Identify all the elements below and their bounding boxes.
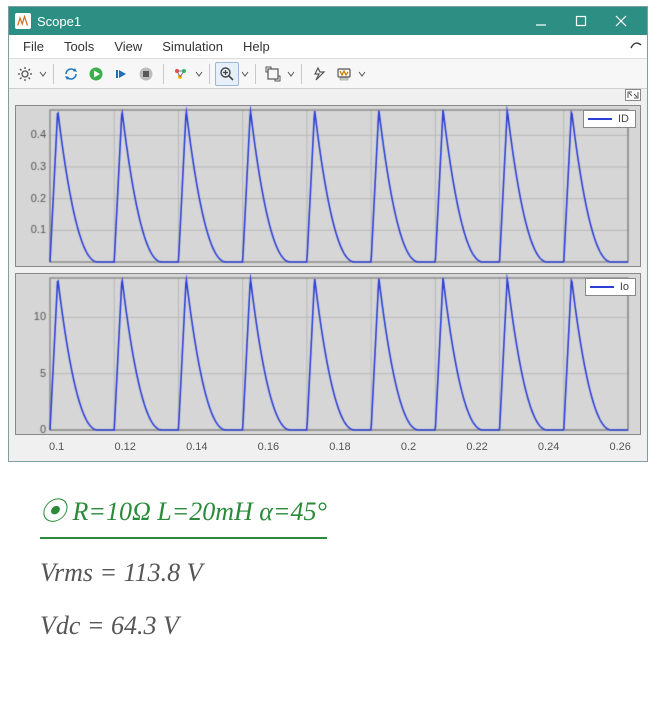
- menubar: File Tools View Simulation Help: [9, 35, 647, 59]
- vdc-line: Vdc = 64.3 V: [40, 606, 620, 645]
- separator: [163, 64, 164, 84]
- expand-axes-icon[interactable]: [625, 89, 641, 101]
- maximize-button[interactable]: [561, 7, 601, 35]
- stop-icon[interactable]: [134, 62, 158, 86]
- subplot-id[interactable]: ID: [15, 105, 641, 267]
- scope-plot-area: ID Io 0.1 0.12 0.14 0.16 0.18 0.2 0.22 0…: [9, 89, 647, 461]
- sync-icon[interactable]: [59, 62, 83, 86]
- chevron-down-icon[interactable]: [38, 70, 48, 78]
- params-text: R=10Ω L=20mH α=45°: [73, 497, 327, 526]
- legend-label: ID: [618, 113, 629, 125]
- titlebar: Scope1: [9, 7, 647, 35]
- separator: [209, 64, 210, 84]
- window-title: Scope1: [37, 14, 521, 29]
- xtick: 0.18: [329, 441, 350, 453]
- run-icon[interactable]: [84, 62, 108, 86]
- measurements-icon[interactable]: [332, 62, 356, 86]
- chevron-down-icon[interactable]: [286, 70, 296, 78]
- menu-simulation[interactable]: Simulation: [152, 36, 233, 57]
- x-axis-ticks: 0.1 0.12 0.14 0.16 0.18 0.2 0.22 0.24 0.…: [49, 441, 631, 453]
- legend-id: ID: [583, 110, 636, 128]
- autoscale-icon[interactable]: [261, 62, 285, 86]
- xtick: 0.2: [401, 441, 416, 453]
- zoom-in-icon[interactable]: [215, 62, 239, 86]
- menu-file[interactable]: File: [13, 36, 54, 57]
- vrms-line: Vrms = 113.8 V: [40, 553, 620, 592]
- xtick: 0.1: [49, 441, 64, 453]
- subplot-io[interactable]: Io: [15, 273, 641, 435]
- legend-swatch: [590, 286, 614, 288]
- menu-view[interactable]: View: [104, 36, 152, 57]
- highlight-icon[interactable]: [169, 62, 193, 86]
- menu-tools[interactable]: Tools: [54, 36, 104, 57]
- xtick: 0.22: [466, 441, 487, 453]
- legend-swatch: [588, 118, 612, 120]
- undock-icon[interactable]: [629, 38, 643, 55]
- params-line: ⦿ R=10Ω L=20mH α=45°: [40, 492, 327, 539]
- handwriting-block: ⦿ R=10Ω L=20mH α=45° Vrms = 113.8 V Vdc …: [40, 492, 620, 645]
- chevron-down-icon[interactable]: [357, 70, 367, 78]
- settings-gear-icon[interactable]: [13, 62, 37, 86]
- app-icon: [15, 13, 31, 29]
- chevron-down-icon[interactable]: [240, 70, 250, 78]
- xtick: 0.24: [538, 441, 559, 453]
- minimize-button[interactable]: [521, 7, 561, 35]
- xtick: 0.14: [186, 441, 207, 453]
- separator: [301, 64, 302, 84]
- separator: [255, 64, 256, 84]
- bullet-icon: ⦿: [40, 497, 66, 526]
- xtick: 0.26: [610, 441, 631, 453]
- chevron-down-icon[interactable]: [194, 70, 204, 78]
- menu-help[interactable]: Help: [233, 36, 280, 57]
- toolbar: [9, 59, 647, 89]
- close-button[interactable]: [601, 7, 641, 35]
- step-forward-icon[interactable]: [109, 62, 133, 86]
- separator: [53, 64, 54, 84]
- triggers-icon[interactable]: [307, 62, 331, 86]
- xtick: 0.12: [114, 441, 135, 453]
- xtick: 0.16: [258, 441, 279, 453]
- legend-label: Io: [620, 281, 629, 293]
- legend-io: Io: [585, 278, 636, 296]
